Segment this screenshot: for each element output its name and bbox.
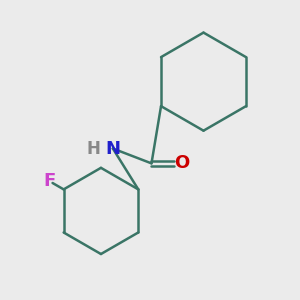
Text: F: F xyxy=(44,172,56,190)
Text: O: O xyxy=(175,154,190,172)
Text: H: H xyxy=(87,140,100,158)
Text: N: N xyxy=(105,140,120,158)
